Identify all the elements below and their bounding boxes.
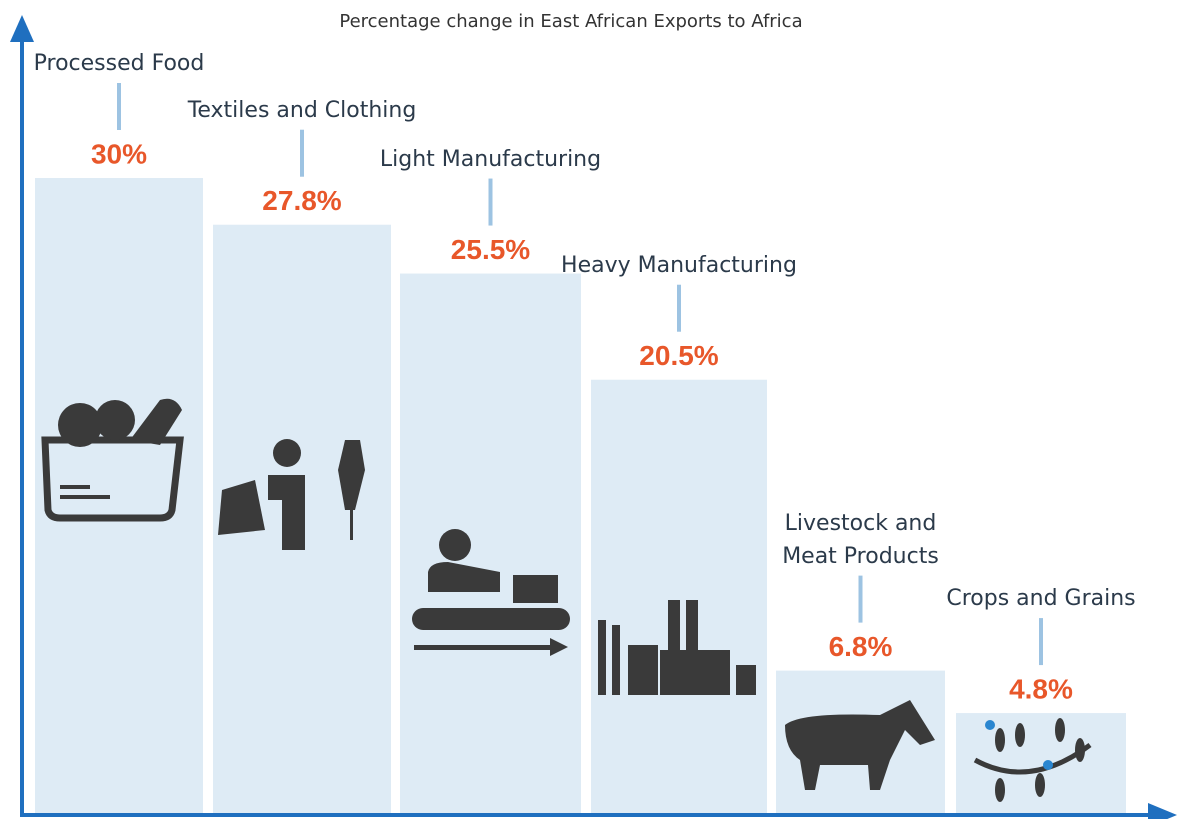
axes: [10, 15, 1177, 819]
factory-icon: [598, 600, 756, 695]
value-label: 27.8%: [262, 185, 341, 216]
food-icon: [41, 398, 184, 522]
cow-icon: [785, 700, 935, 790]
value-label: 30%: [91, 138, 147, 169]
category-label: Livestock and Meat Products: [782, 510, 939, 569]
y-arrow: [10, 15, 34, 42]
icons: [41, 398, 1092, 802]
textile-icon: [218, 439, 365, 550]
x-arrow: [1148, 803, 1177, 819]
conveyor-icon: [412, 529, 570, 656]
category-label: Textiles and Clothing: [187, 97, 417, 123]
chart-title: Percentage change in East African Export…: [339, 11, 802, 32]
category-label: Light Manufacturing: [379, 146, 602, 172]
crop-icon: [973, 718, 1092, 802]
value-label: 6.8%: [829, 631, 893, 662]
category-label: Crops and Grains: [946, 586, 1136, 612]
category-label: Processed Food: [33, 51, 205, 76]
value-label: 20.5%: [639, 340, 718, 371]
bar: [591, 379, 767, 815]
value-label: 4.8%: [1009, 673, 1073, 704]
category-label: Heavy Manufacturing: [561, 252, 797, 278]
bar: [400, 273, 581, 815]
value-label: 25.5%: [451, 234, 530, 265]
